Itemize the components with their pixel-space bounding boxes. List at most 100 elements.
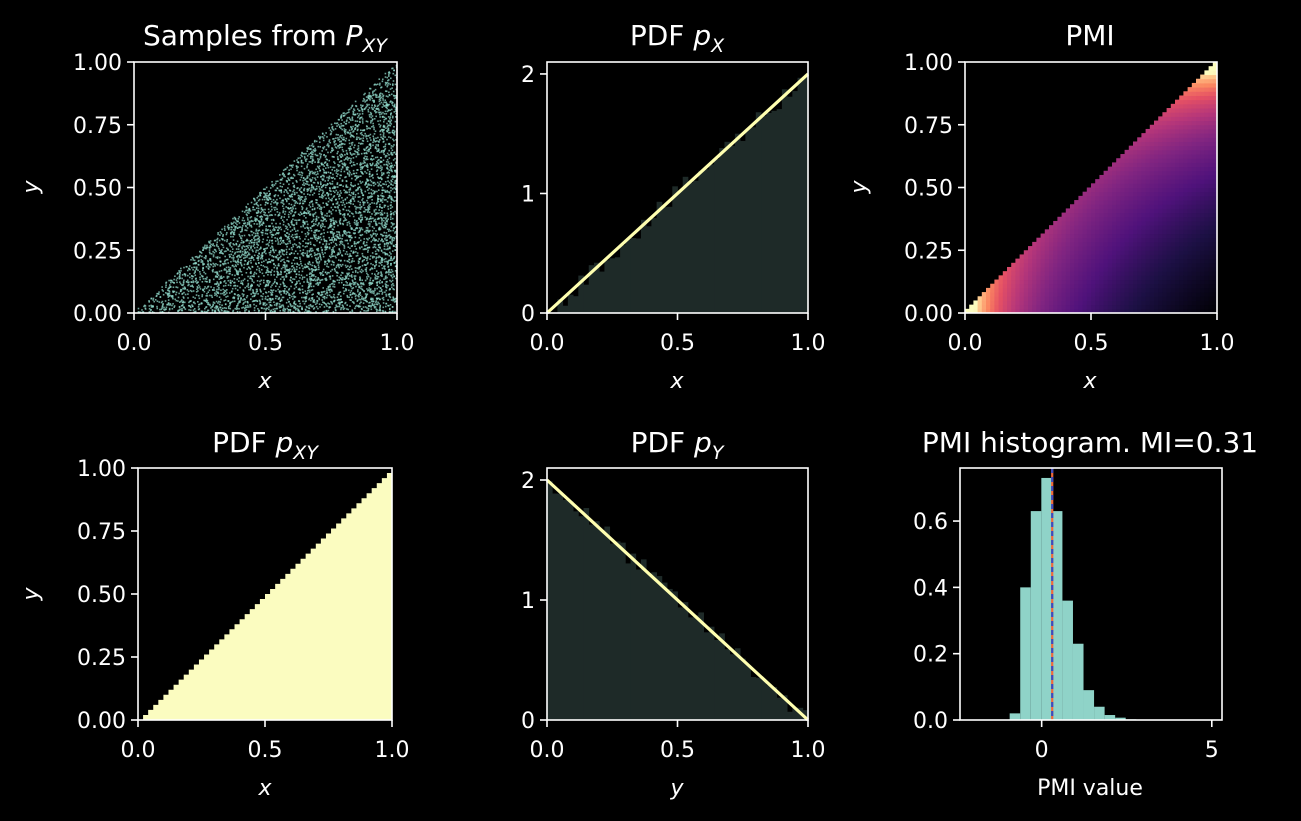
sample-point — [217, 232, 219, 234]
samples-plot-area: 0.0 0.5 1.00.000.250.500.751.00 — [73, 51, 414, 356]
sample-point — [358, 114, 360, 117]
sample-point — [320, 246, 323, 249]
sample-point — [304, 290, 307, 292]
sample-point — [369, 301, 371, 304]
sample-point — [253, 292, 256, 295]
sample-point — [224, 280, 226, 282]
sample-point — [286, 232, 289, 234]
sample-point — [284, 266, 286, 269]
sample-point — [248, 248, 251, 251]
sample-point — [385, 82, 387, 85]
sample-point — [353, 241, 356, 243]
sample-point — [291, 215, 294, 217]
sample-point — [288, 216, 290, 218]
sample-point — [384, 276, 387, 279]
sample-point — [375, 96, 377, 98]
sample-point — [349, 132, 351, 135]
sample-point — [306, 254, 308, 256]
sample-point — [167, 294, 169, 297]
sample-point — [338, 147, 341, 149]
sample-point — [328, 140, 330, 143]
sample-point — [280, 191, 283, 194]
sample-point — [315, 173, 318, 176]
sample-point — [379, 133, 382, 136]
sample-point — [378, 246, 381, 249]
sample-point — [352, 271, 354, 274]
sample-point — [374, 294, 377, 297]
sample-point — [292, 243, 294, 246]
sample-point — [295, 179, 298, 182]
sample-point — [311, 159, 314, 162]
sample-point — [356, 189, 359, 191]
sample-point — [254, 220, 257, 222]
sample-point — [252, 245, 255, 247]
sample-point — [389, 279, 391, 282]
sample-point — [392, 229, 394, 232]
sample-point — [276, 307, 278, 310]
sample-point — [345, 280, 347, 283]
sample-point — [376, 83, 379, 86]
sample-point — [319, 272, 322, 274]
sample-point — [383, 204, 386, 207]
sample-point — [311, 177, 314, 179]
sample-point — [295, 230, 297, 233]
sample-point — [385, 155, 388, 157]
sample-point — [388, 71, 390, 73]
sample-point — [385, 113, 388, 115]
sample-point — [323, 154, 325, 157]
sample-point — [246, 209, 248, 212]
sample-point — [385, 285, 387, 287]
sample-point — [368, 107, 371, 109]
sample-point — [242, 306, 245, 309]
sample-point — [363, 238, 366, 240]
sample-point — [320, 303, 323, 306]
sample-point — [322, 216, 325, 219]
sample-point — [325, 172, 327, 174]
sample-point — [337, 123, 340, 126]
sample-point — [358, 109, 360, 112]
sample-point — [226, 310, 229, 313]
sample-point — [359, 121, 361, 123]
sample-point — [269, 239, 271, 242]
sample-point — [291, 224, 294, 226]
sample-point — [330, 224, 333, 227]
sample-point — [337, 302, 340, 305]
sample-point — [251, 257, 253, 259]
sample-point — [343, 231, 346, 234]
sample-point — [298, 219, 301, 221]
sample-point — [341, 197, 343, 199]
sample-point — [307, 310, 309, 313]
sample-point — [269, 198, 271, 200]
sample-point — [238, 254, 241, 257]
sample-point — [306, 150, 309, 152]
sample-point — [288, 269, 291, 272]
sample-point — [298, 195, 301, 197]
sample-point — [379, 113, 381, 116]
sample-point — [195, 294, 198, 296]
sample-point — [346, 111, 349, 114]
sample-point — [389, 207, 392, 210]
sample-point — [175, 291, 178, 294]
sample-point — [306, 207, 308, 210]
sample-point — [356, 120, 359, 123]
sample-point — [289, 304, 292, 306]
sample-point — [386, 200, 389, 203]
sample-point — [306, 306, 308, 309]
sample-point — [290, 305, 293, 308]
sample-point — [395, 112, 397, 115]
sample-point — [345, 157, 347, 160]
sample-point — [332, 296, 335, 298]
sample-point — [353, 200, 356, 202]
sample-point — [363, 148, 365, 151]
sample-point — [318, 165, 321, 167]
sample-point — [206, 244, 208, 247]
sample-point — [341, 162, 344, 165]
sample-point — [245, 296, 248, 299]
sample-point — [332, 149, 335, 151]
sample-point — [334, 206, 337, 209]
sample-point — [293, 160, 296, 162]
sample-point — [392, 311, 394, 313]
sample-point — [301, 183, 304, 186]
sample-point — [230, 253, 233, 256]
sample-point — [272, 248, 275, 251]
